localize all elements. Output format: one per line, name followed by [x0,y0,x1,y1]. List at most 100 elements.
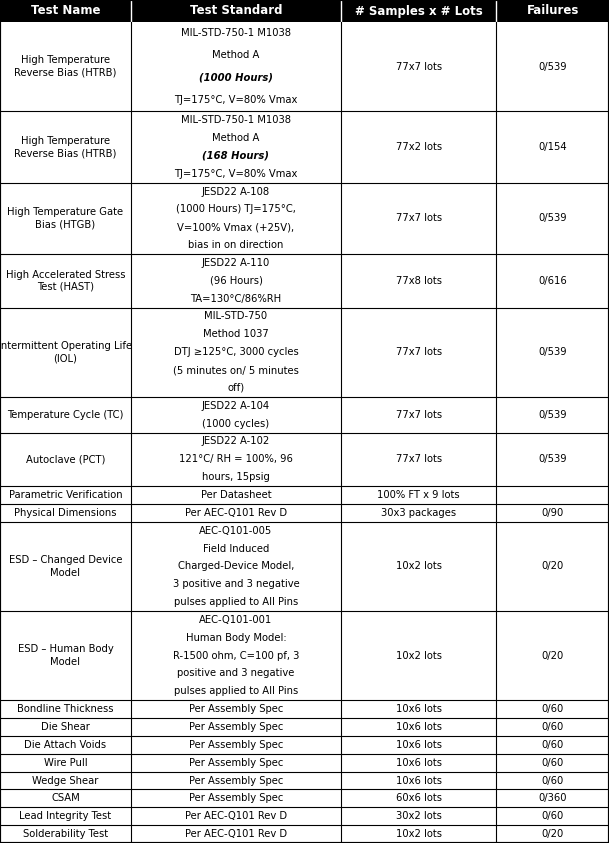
Text: 0/60: 0/60 [541,704,564,714]
Text: MIL-STD-750-1 M1038: MIL-STD-750-1 M1038 [181,28,291,38]
Text: MIL-STD-750-1 M1038: MIL-STD-750-1 M1038 [181,115,291,125]
Text: (1000 Hours) TJ=175°C,: (1000 Hours) TJ=175°C, [176,204,296,214]
Text: Lead Integrity Test: Lead Integrity Test [19,811,111,821]
Text: 0/360: 0/360 [538,793,567,803]
Text: (1000 cycles): (1000 cycles) [202,419,270,428]
Text: JESD22 A-108: JESD22 A-108 [202,186,270,196]
Text: 77x7 lots: 77x7 lots [396,347,442,357]
Text: 0/20: 0/20 [541,829,564,839]
Text: 0/60: 0/60 [541,722,564,732]
Text: MIL-STD-750: MIL-STD-750 [205,312,267,321]
Text: TJ=175°C, V=80% Vmax: TJ=175°C, V=80% Vmax [174,169,298,179]
Text: (168 Hours): (168 Hours) [202,151,270,161]
Text: AEC-Q101-005: AEC-Q101-005 [199,526,273,535]
Text: 0/539: 0/539 [538,62,567,72]
Text: Per Assembly Spec: Per Assembly Spec [189,776,283,786]
Text: # Samples x # Lots: # Samples x # Lots [355,4,482,18]
Text: Test Standard: Test Standard [190,4,282,18]
Text: Per AEC-Q101 Rev D: Per AEC-Q101 Rev D [185,507,287,518]
Text: pulses applied to All Pins: pulses applied to All Pins [174,686,298,696]
Text: Physical Dimensions: Physical Dimensions [14,507,117,518]
Text: 100% FT x 9 lots: 100% FT x 9 lots [378,490,460,500]
Text: pulses applied to All Pins: pulses applied to All Pins [174,597,298,607]
Text: DTJ ≥125°C, 3000 cycles: DTJ ≥125°C, 3000 cycles [174,347,298,357]
Text: 10x2 lots: 10x2 lots [396,651,442,661]
Text: Wedge Shear: Wedge Shear [32,776,99,786]
Text: 10x6 lots: 10x6 lots [396,758,442,768]
Text: 10x6 lots: 10x6 lots [396,704,442,714]
Text: High Accelerated Stress
Test (HAST): High Accelerated Stress Test (HAST) [5,270,125,292]
Text: 10x2 lots: 10x2 lots [396,561,442,572]
Text: 3 positive and 3 negative: 3 positive and 3 negative [172,579,300,589]
Text: High Temperature Gate
Bias (HTGB): High Temperature Gate Bias (HTGB) [7,207,124,229]
Text: 0/539: 0/539 [538,410,567,420]
Text: High Temperature
Reverse Bias (HTRB): High Temperature Reverse Bias (HTRB) [14,136,117,158]
Text: Per Assembly Spec: Per Assembly Spec [189,722,283,732]
Bar [0,0,609,22]
Text: Per Assembly Spec: Per Assembly Spec [189,704,283,714]
Text: Per Assembly Spec: Per Assembly Spec [189,740,283,749]
Text: JESD22 A-110: JESD22 A-110 [202,258,270,268]
Text: 0/60: 0/60 [541,811,564,821]
Text: Test Name: Test Name [30,4,100,18]
Text: Method A: Method A [213,51,259,61]
Text: 0/20: 0/20 [541,651,564,661]
Text: 77x7 lots: 77x7 lots [396,410,442,420]
Text: JESD22 A-104: JESD22 A-104 [202,400,270,411]
Text: (96 Hours): (96 Hours) [209,276,262,286]
Text: JESD22 A-102: JESD22 A-102 [202,437,270,447]
Text: 0/539: 0/539 [538,454,567,464]
Text: TJ=175°C, V=80% Vmax: TJ=175°C, V=80% Vmax [174,95,298,105]
Text: Bondline Thickness: Bondline Thickness [17,704,114,714]
Text: Die Attach Voids: Die Attach Voids [24,740,107,749]
Text: hours, 15psig: hours, 15psig [202,472,270,482]
Text: 10x6 lots: 10x6 lots [396,722,442,732]
Text: 77x7 lots: 77x7 lots [396,213,442,223]
Text: Method A: Method A [213,133,259,143]
Text: High Temperature
Reverse Bias (HTRB): High Temperature Reverse Bias (HTRB) [14,56,117,78]
Text: Per Datasheet: Per Datasheet [201,490,271,500]
Text: TA=130°C/86%RH: TA=130°C/86%RH [191,293,281,303]
Text: 0/20: 0/20 [541,561,564,572]
Text: Failures: Failures [526,4,579,18]
Text: ESD – Changed Device
Model: ESD – Changed Device Model [9,556,122,577]
Text: 0/539: 0/539 [538,213,567,223]
Text: Temperature Cycle (TC): Temperature Cycle (TC) [7,410,124,420]
Text: Per Assembly Spec: Per Assembly Spec [189,793,283,803]
Text: Charged-Device Model,: Charged-Device Model, [178,561,294,572]
Text: 10x2 lots: 10x2 lots [396,829,442,839]
Text: Autoclave (PCT): Autoclave (PCT) [26,454,105,464]
Text: Per AEC-Q101 Rev D: Per AEC-Q101 Rev D [185,811,287,821]
Text: (1000 Hours): (1000 Hours) [199,72,273,83]
Text: 0/539: 0/539 [538,347,567,357]
Text: Intermittent Operating Life
(IOL): Intermittent Operating Life (IOL) [0,341,133,363]
Text: Per AEC-Q101 Rev D: Per AEC-Q101 Rev D [185,829,287,839]
Text: 77x8 lots: 77x8 lots [396,276,442,286]
Text: Method 1037: Method 1037 [203,330,269,340]
Text: Wire Pull: Wire Pull [44,758,87,768]
Text: ESD – Human Body
Model: ESD – Human Body Model [18,644,113,667]
Text: Field Induced: Field Induced [203,544,269,554]
Text: Solderability Test: Solderability Test [23,829,108,839]
Text: off): off) [227,383,245,393]
Text: 30x3 packages: 30x3 packages [381,507,456,518]
Text: 60x6 lots: 60x6 lots [396,793,442,803]
Text: (5 minutes on/ 5 minutes: (5 minutes on/ 5 minutes [173,365,299,375]
Text: 0/154: 0/154 [538,142,567,152]
Text: Per Assembly Spec: Per Assembly Spec [189,758,283,768]
Text: AEC-Q101-001: AEC-Q101-001 [199,615,273,625]
Text: 77x2 lots: 77x2 lots [396,142,442,152]
Text: 30x2 lots: 30x2 lots [396,811,442,821]
Text: positive and 3 negative: positive and 3 negative [177,668,295,679]
Text: Human Body Model:: Human Body Model: [186,633,286,642]
Text: 0/60: 0/60 [541,758,564,768]
Text: Die Shear: Die Shear [41,722,90,732]
Text: R-1500 ohm, C=100 pf, 3: R-1500 ohm, C=100 pf, 3 [173,651,299,661]
Text: 0/60: 0/60 [541,740,564,749]
Text: 77x7 lots: 77x7 lots [396,62,442,72]
Text: 121°C/ RH = 100%, 96: 121°C/ RH = 100%, 96 [179,454,293,464]
Text: 0/616: 0/616 [538,276,567,286]
Text: 77x7 lots: 77x7 lots [396,454,442,464]
Text: 0/90: 0/90 [541,507,564,518]
Text: V=100% Vmax (+25V),: V=100% Vmax (+25V), [177,223,295,233]
